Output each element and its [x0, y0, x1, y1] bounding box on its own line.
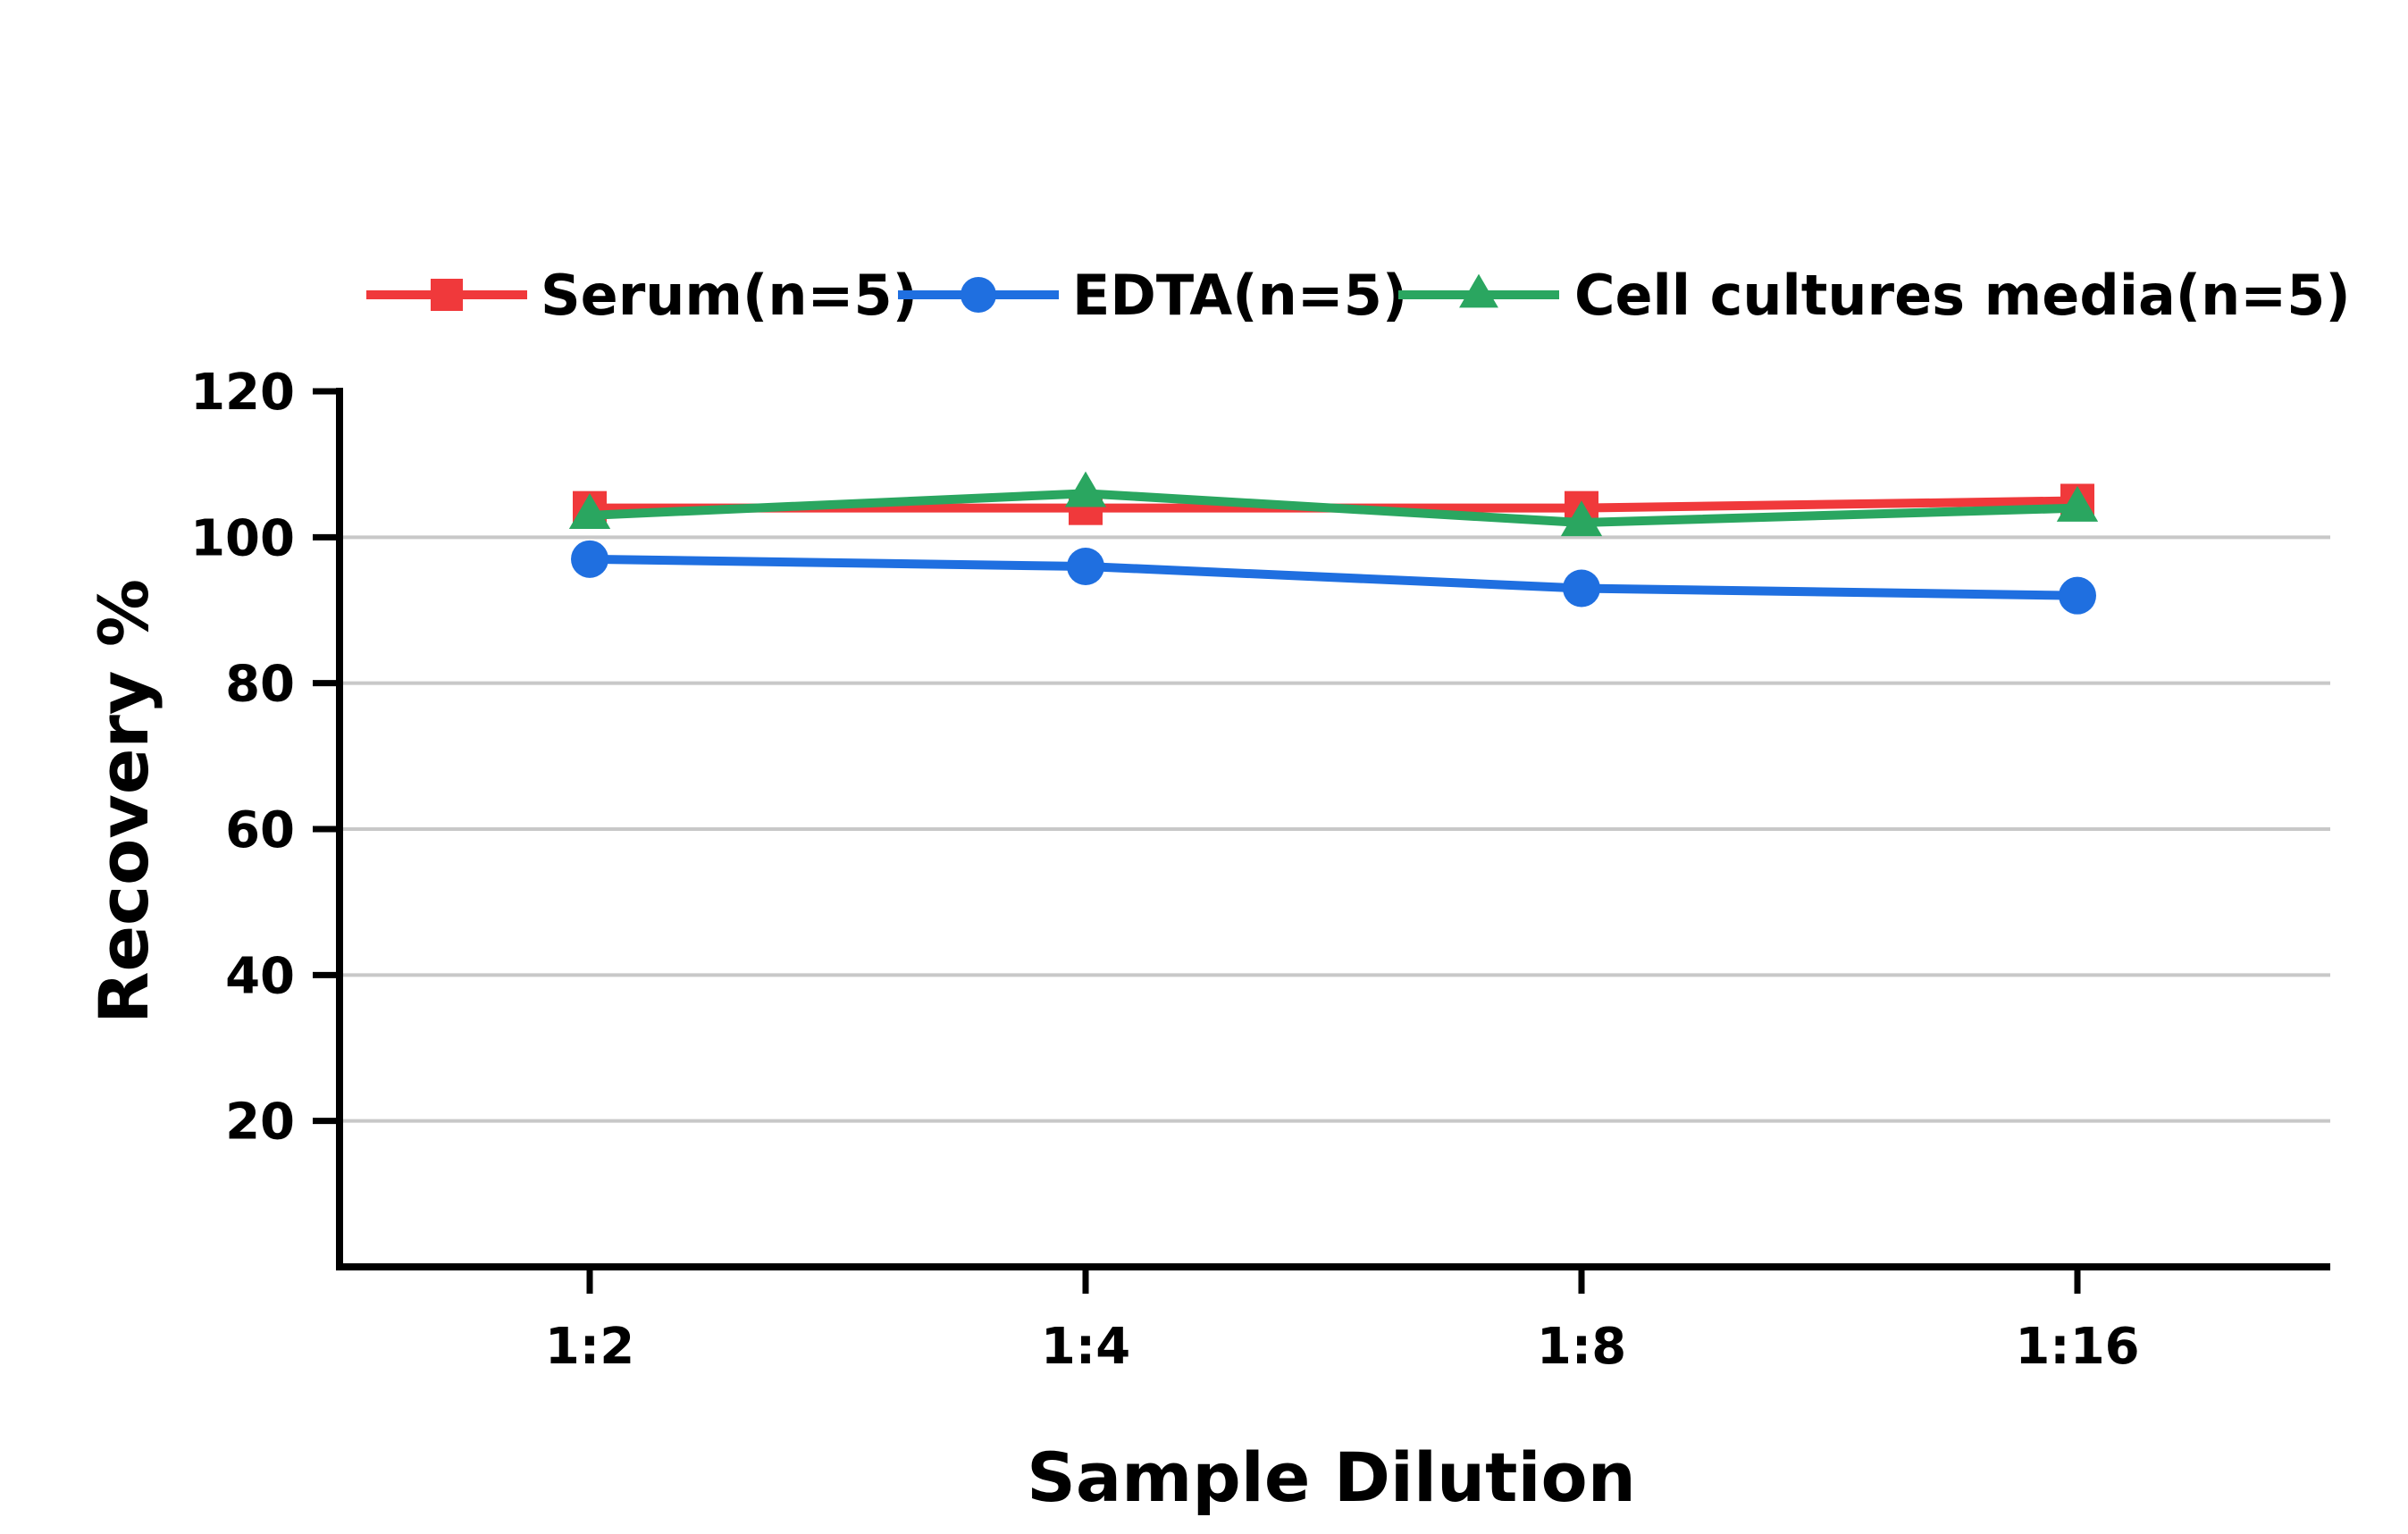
x-axis-title: Sample Dilution	[1027, 1438, 1636, 1517]
series-1-point-2	[1563, 569, 1600, 608]
series-line-1	[589, 554, 2078, 600]
legend: Serum(n=5) EDTA(n=5) Cell cultures media(n…	[366, 263, 2351, 328]
y-tick-label-20: 20	[225, 1094, 295, 1152]
series-1-point-1	[1067, 548, 1104, 585]
legend-item-1: EDTA(n=5)	[898, 263, 1407, 328]
y-tick-label-40: 40	[225, 947, 295, 1005]
series-2-point-2	[1560, 500, 1603, 537]
y-tick-label-80: 80	[225, 656, 295, 714]
series-1-point-3	[2059, 576, 2096, 615]
x-tick-label-3: 1:16	[2015, 1318, 2139, 1376]
legend-marker-1	[961, 277, 996, 313]
legend-label-0: Serum(n=5)	[541, 263, 918, 328]
y-axis-ticks: 20 40 60 80 100 120	[190, 364, 340, 1152]
legend-item-2: Cell cultures media(n=5)	[1398, 263, 2351, 328]
y-axis-title: Recovery %	[84, 579, 164, 1024]
series-1-point-0	[571, 540, 608, 578]
series-2-point-1	[1064, 471, 1107, 507]
y-tick-label-100: 100	[190, 509, 295, 567]
legend-label-2: Cell cultures media(n=5)	[1574, 263, 2351, 328]
series-line-2	[589, 489, 2078, 527]
x-tick-label-2: 1:8	[1537, 1318, 1626, 1376]
series-2-point-3	[2056, 485, 2099, 522]
y-tick-label-120: 120	[190, 364, 295, 422]
grid-lines	[340, 535, 2330, 1123]
x-axis-ticks: 1:2 1:4 1:8 1:16	[545, 1267, 2140, 1376]
x-tick-label-0: 1:2	[545, 1318, 634, 1376]
legend-marker-2	[1459, 273, 1498, 308]
x-tick-label-1: 1:4	[1041, 1318, 1130, 1376]
series-2-point-0	[568, 493, 611, 529]
legend-marker-0	[431, 279, 463, 311]
y-tick-label-60: 60	[225, 801, 295, 859]
legend-item-0: Serum(n=5)	[366, 263, 918, 328]
series-layer	[568, 471, 2099, 615]
legend-label-1: EDTA(n=5)	[1072, 263, 1407, 328]
